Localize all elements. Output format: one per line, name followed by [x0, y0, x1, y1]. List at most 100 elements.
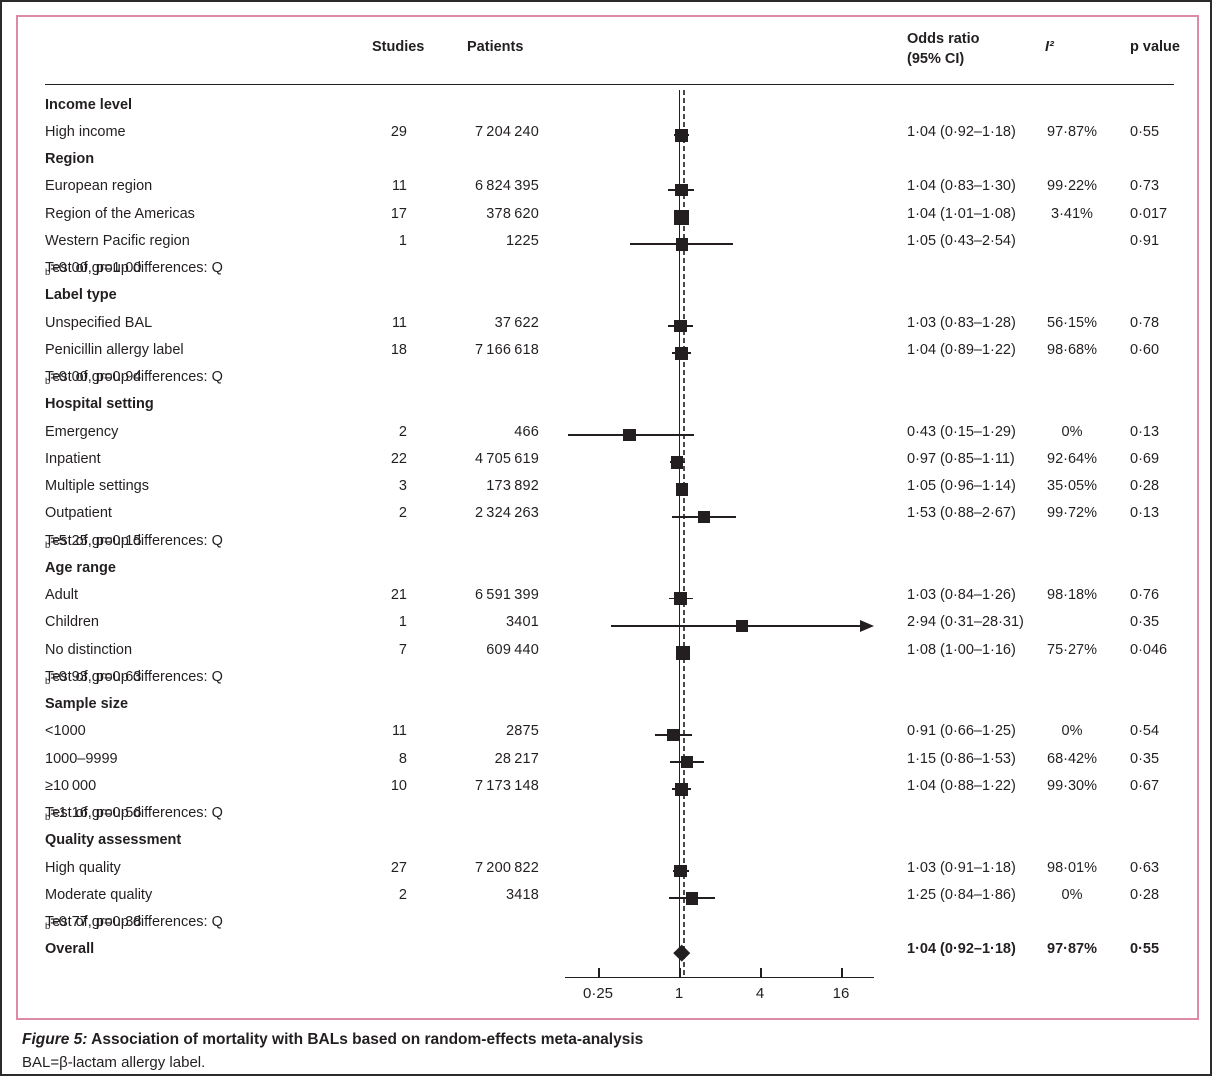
patients-count: 466	[514, 423, 539, 440]
odds-ratio-value: 1·03 (0·83–1·28)	[907, 314, 1016, 331]
test-q-subscript: b	[45, 921, 51, 932]
row-label: Western Pacific region	[45, 232, 190, 249]
odds-ratio-value: 0·97 (0·85–1·11)	[907, 450, 1015, 467]
studies-count: 11	[391, 178, 407, 195]
patients-count: 6 591 399	[474, 587, 539, 603]
p-value: 0·28	[1130, 478, 1160, 494]
odds-ratio-value: 1·03 (0·84–1·26)	[907, 587, 1016, 603]
x-axis-tick	[760, 968, 762, 977]
row-label: Moderate quality	[45, 886, 153, 903]
patients-count: 3401	[505, 614, 539, 631]
p-value: 0·78	[1130, 314, 1160, 331]
studies-count: 22	[390, 450, 407, 467]
study-row: No distinction 7 609 440 1·08 (1·00–1·16) 75…	[2, 641, 1210, 663]
study-row: Emergency 2 466 0·43 (0·15–1·29) 0% 0·13	[2, 423, 1210, 445]
section-label: Region	[45, 151, 95, 167]
study-row: ≥10 000 10 7 173 148 1·04 (0·88–1·22) 99·30%…	[2, 777, 1210, 799]
patients-count: 2 324 263	[474, 505, 539, 522]
point-estimate-square	[674, 864, 687, 878]
patients-count: 609 440	[486, 641, 539, 658]
patients-count: 7 166 618	[474, 341, 539, 358]
overall-estimate-dashed-line	[682, 90, 685, 977]
study-row: Outpatient 2 2 324 263 1·53 (0·88–2·67) 99·7…	[2, 505, 1210, 526]
studies-count: 1	[398, 614, 407, 631]
x-axis-line	[565, 977, 874, 978]
patients-count: 28 217	[494, 750, 539, 767]
p-value: 0·60	[1130, 341, 1160, 358]
section-header-row: Label type	[2, 287, 1210, 308]
i-squared-value: 98·68%	[1047, 341, 1097, 358]
i-squared-value: 99·72%	[1047, 505, 1097, 522]
point-estimate-square	[675, 238, 689, 251]
study-row: 1000–9999 8 28 217 1·15 (0·86–1·53) 68·42% 0·…	[2, 750, 1210, 772]
study-row: Penicillin allergy label 18 7 166 618 1·04 …	[2, 341, 1210, 363]
x-axis-tick	[679, 968, 681, 977]
p-value: 0·91	[1130, 232, 1160, 249]
point-estimate-square	[685, 892, 699, 905]
column-header-patients: Patients	[467, 39, 524, 55]
i-squared-value: 97·87%	[1047, 941, 1097, 958]
studies-count: 2	[398, 423, 407, 440]
point-estimate-square	[675, 129, 688, 142]
row-label: 1000–9999	[45, 750, 118, 767]
study-row: High income 29 7 204 240 1·04 (0·92–1·18) 97…	[2, 123, 1210, 145]
i-squared-value: 75·27%	[1047, 641, 1097, 658]
row-label: <1000	[45, 723, 86, 740]
row-label: Penicillin allergy label	[45, 341, 184, 358]
i-squared-value: 0%	[1061, 723, 1083, 740]
odds-ratio-value: 1·04 (0·89–1·22)	[907, 341, 1016, 358]
odds-ratio-value: 1·04 (0·88–1·22)	[907, 777, 1016, 794]
row-label: Multiple settings	[45, 478, 149, 494]
p-value: 0·73	[1130, 178, 1160, 195]
x-axis-tick-label: 16	[832, 985, 850, 1002]
row-label: European region	[45, 178, 153, 195]
p-value: 0·35	[1130, 614, 1160, 631]
p-value: 0·046	[1130, 641, 1168, 658]
patients-count: 1225	[505, 232, 539, 249]
study-row: Unspecified BAL 11 37 622 1·03 (0·83–1·28) 5…	[2, 314, 1210, 336]
test-text-post: =0·00, p=0·94	[50, 369, 142, 385]
studies-count: 1	[398, 232, 407, 249]
p-value: 0·76	[1130, 587, 1160, 603]
studies-count: 11	[391, 723, 407, 740]
i-squared-value: 56·15%	[1047, 314, 1097, 331]
point-estimate-square	[667, 728, 680, 741]
studies-count: 18	[390, 341, 407, 358]
x-axis-tick	[598, 968, 600, 977]
test-q-subscript: b	[45, 539, 51, 551]
row-label: Outpatient	[45, 505, 112, 522]
i-squared-value: 0%	[1061, 886, 1083, 903]
study-row: Children 1 3401 2·94 (0·31–28·31) 0·35	[2, 614, 1210, 635]
row-label: Emergency	[45, 423, 119, 440]
test-q-subscript: b	[45, 812, 51, 823]
section-label: Age range	[45, 559, 116, 576]
study-row: Inpatient 22 4 705 619 0·97 (0·85–1·11) 92·6…	[2, 450, 1210, 472]
study-row: Moderate quality 2 3418 1·25 (0·84–1·86) 0% 0…	[2, 886, 1210, 908]
patients-count: 7 204 240	[474, 123, 539, 140]
i-squared-value: 0%	[1061, 423, 1083, 440]
section-label: Income level	[45, 96, 133, 113]
point-estimate-square	[674, 319, 687, 333]
study-row: Adult 21 6 591 399 1·03 (0·84–1·26) 98·18% 0·…	[2, 587, 1210, 608]
i-squared-value: 35·05%	[1047, 478, 1097, 494]
x-axis-tick-label: 1	[674, 985, 684, 1002]
header-divider-rule	[45, 84, 1174, 85]
studies-count: 3	[398, 478, 407, 494]
i-squared-value: 3·41%	[1051, 205, 1093, 222]
section-label: Hospital setting	[45, 396, 154, 413]
p-value: 0·63	[1130, 859, 1160, 876]
test-q-subscript: b	[45, 675, 51, 687]
p-value: 0·55	[1130, 941, 1160, 958]
patients-count: 2875	[505, 723, 539, 740]
patients-count: 173 892	[486, 478, 539, 494]
odds-ratio-value: 0·43 (0·15–1·29)	[907, 423, 1016, 440]
odds-ratio-value: 1·04 (0·83–1·30)	[907, 178, 1016, 195]
